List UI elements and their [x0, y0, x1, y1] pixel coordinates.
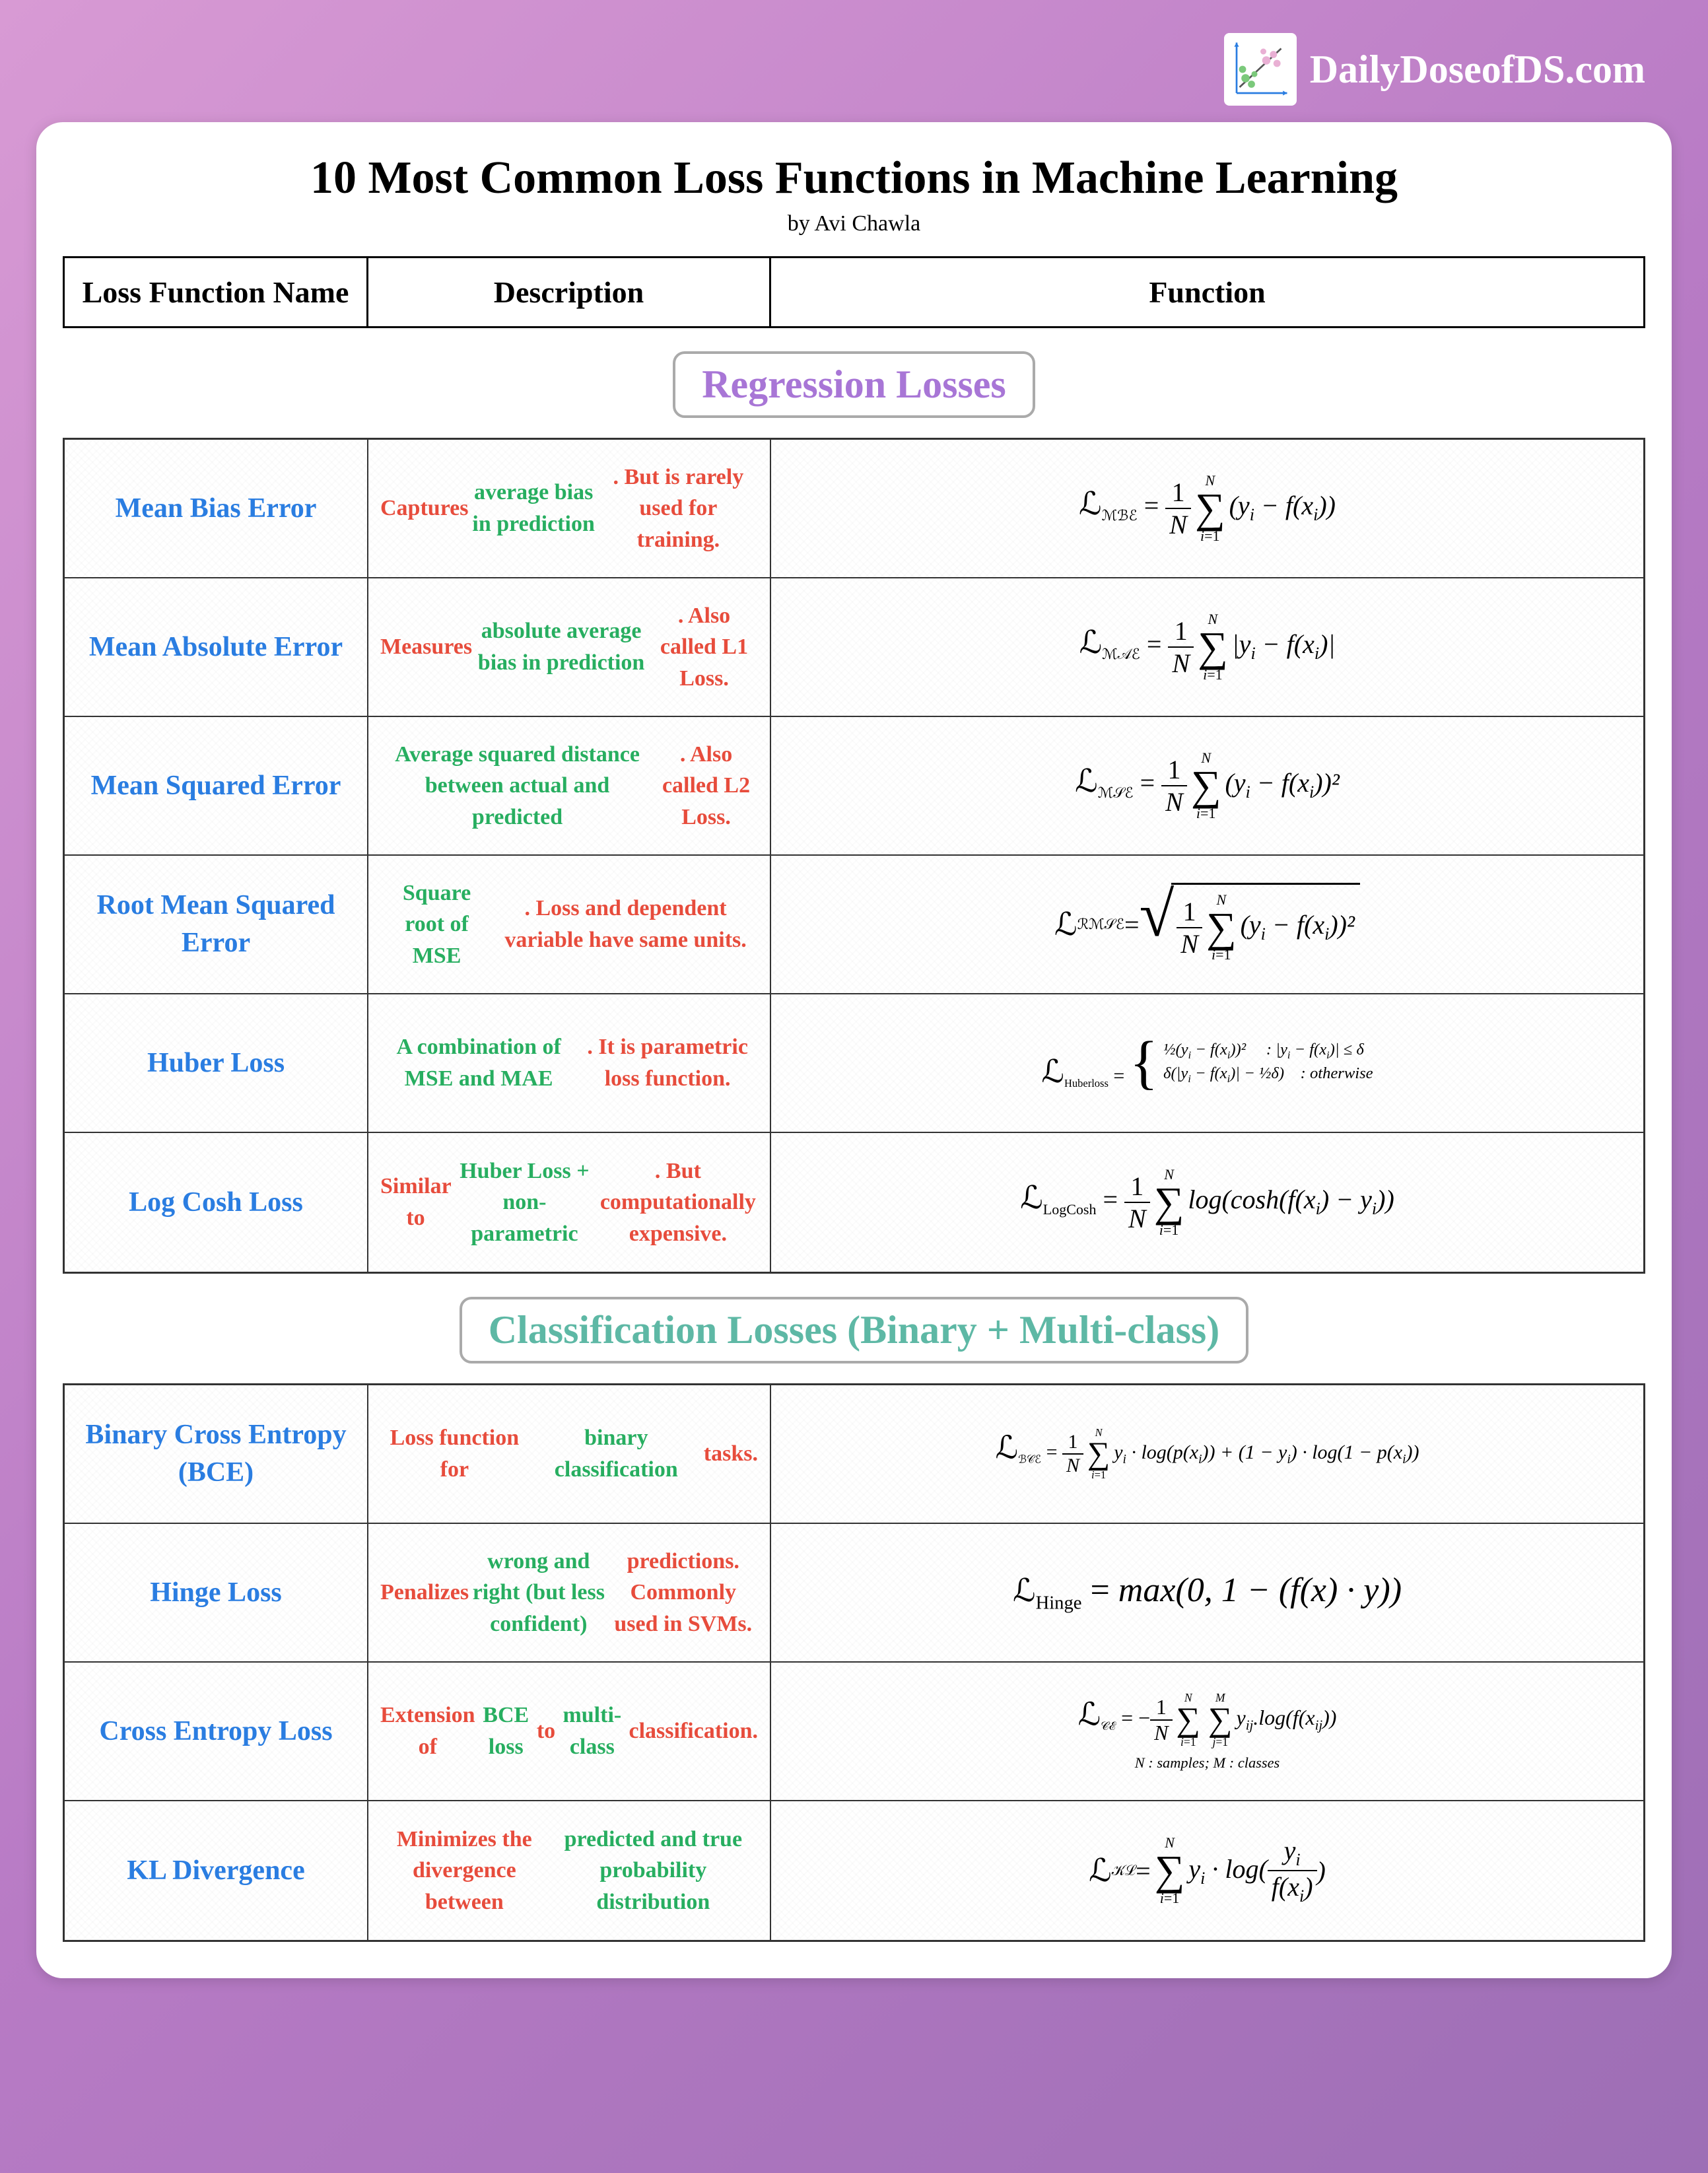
loss-description: Extension of BCE loss to multi-class cla…: [368, 1663, 771, 1800]
section-classification-badge: Classification Losses (Binary + Multi-cl…: [460, 1297, 1249, 1363]
table-row: Hinge LossPenalizes wrong and right (but…: [65, 1524, 1643, 1663]
loss-name: Huber Loss: [65, 994, 368, 1132]
site-name: DailyDoseofDS.com: [1310, 47, 1645, 92]
loss-description: Similar to Huber Loss + non-parametric. …: [368, 1133, 771, 1272]
scatter-logo-icon: [1231, 40, 1290, 99]
table-row: Cross Entropy LossExtension of BCE loss …: [65, 1663, 1643, 1801]
loss-description: Square root of MSE. Loss and dependent v…: [368, 856, 771, 993]
loss-function: ℒHuberloss = {½(yi − f(xi))² : |yi − f(x…: [771, 994, 1643, 1132]
loss-function: ℒHinge = max(0, 1 − (f(x) · y)): [771, 1524, 1643, 1661]
table-row: Root Mean Squared ErrorSquare root of MS…: [65, 856, 1643, 994]
loss-function: ℒ𝒞ℰ = −1NN∑i=1M∑j=1yij.log(f(xij))N : sa…: [771, 1663, 1643, 1800]
loss-name: Mean Squared Error: [65, 717, 368, 854]
loss-function: ℒ𝒦ℒ = N∑i=1yi · log(yif(xi)): [771, 1801, 1643, 1940]
site-header: DailyDoseofDS.com: [36, 33, 1672, 106]
loss-name: Binary Cross Entropy (BCE): [65, 1385, 368, 1523]
loss-name: Root Mean Squared Error: [65, 856, 368, 993]
column-header-row: Loss Function Name Description Function: [63, 256, 1645, 328]
loss-name: KL Divergence: [65, 1801, 368, 1940]
loss-name: Mean Absolute Error: [65, 578, 368, 716]
loss-name: Mean Bias Error: [65, 440, 368, 577]
col-name: Loss Function Name: [65, 258, 368, 326]
loss-description: Minimizes the divergence between predict…: [368, 1801, 771, 1940]
regression-table: Mean Bias ErrorCaptures average bias in …: [63, 438, 1645, 1274]
table-row: KL DivergenceMinimizes the divergence be…: [65, 1801, 1643, 1940]
loss-description: Captures average bias in prediction. But…: [368, 440, 771, 577]
loss-function: ℒℬ𝒞ℰ = 1NN∑i=1yi · log(p(xi)) + (1 − yi)…: [771, 1385, 1643, 1523]
site-logo: [1224, 33, 1297, 106]
loss-function: ℒℳ𝒜ℰ = 1NN∑i=1|yi − f(xi)|: [771, 578, 1643, 716]
loss-function: ℒℳℬℰ = 1NN∑i=1(yi − f(xi)): [771, 440, 1643, 577]
byline: by Avi Chawla: [63, 211, 1645, 236]
loss-function: ℒℛℳ𝒮ℰ = √1NN∑i=1(yi − f(xi))²: [771, 856, 1643, 993]
loss-description: Average squared distance between actual …: [368, 717, 771, 854]
loss-description: Measures absolute average bias in predic…: [368, 578, 771, 716]
loss-name: Log Cosh Loss: [65, 1133, 368, 1272]
table-row: Log Cosh LossSimilar to Huber Loss + non…: [65, 1133, 1643, 1272]
loss-function: ℒLogCosh = 1NN∑i=1log(cosh(f(xi) − yi)): [771, 1133, 1643, 1272]
classification-table: Binary Cross Entropy (BCE)Loss function …: [63, 1383, 1645, 1942]
main-card: 10 Most Common Loss Functions in Machine…: [36, 122, 1672, 1978]
table-row: Huber LossA combination of MSE and MAE. …: [65, 994, 1643, 1133]
table-row: Binary Cross Entropy (BCE)Loss function …: [65, 1385, 1643, 1524]
table-row: Mean Absolute ErrorMeasures absolute ave…: [65, 578, 1643, 717]
loss-name: Cross Entropy Loss: [65, 1663, 368, 1800]
table-row: Mean Squared ErrorAverage squared distan…: [65, 717, 1643, 856]
loss-function: ℒℳ𝒮ℰ = 1NN∑i=1(yi − f(xi))²: [771, 717, 1643, 854]
loss-description: Loss function for binary classification …: [368, 1385, 771, 1523]
section-regression-badge: Regression Losses: [673, 351, 1035, 418]
table-row: Mean Bias ErrorCaptures average bias in …: [65, 440, 1643, 578]
col-desc: Description: [368, 258, 771, 326]
page-title: 10 Most Common Loss Functions in Machine…: [63, 152, 1645, 205]
loss-description: Penalizes wrong and right (but less conf…: [368, 1524, 771, 1661]
loss-name: Hinge Loss: [65, 1524, 368, 1661]
loss-description: A combination of MSE and MAE. It is para…: [368, 994, 771, 1132]
col-fn: Function: [771, 258, 1643, 326]
